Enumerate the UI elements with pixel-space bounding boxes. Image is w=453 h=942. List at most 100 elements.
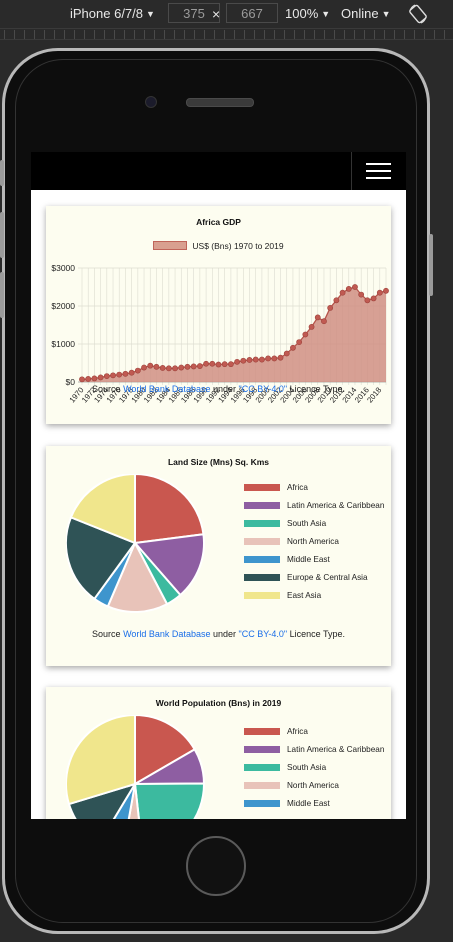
chart-legend[interactable]: US$ (Bns) 1970 to 2019 [46, 241, 391, 251]
speaker-grille [186, 98, 254, 107]
source-suffix: Licence Type. [287, 384, 345, 394]
legend-label: North America [287, 781, 339, 790]
legend-swatch [244, 800, 280, 807]
ruler-tick [294, 30, 295, 39]
ruler-tick [274, 30, 275, 39]
ruler-tick [304, 30, 305, 39]
source-text: Source World Bank Database under "CC BY-… [46, 629, 391, 639]
data-point [296, 339, 303, 345]
data-point [122, 370, 129, 377]
ruler-tick [224, 30, 225, 39]
ruler-tick [14, 30, 15, 39]
source-suffix: Licence Type. [287, 629, 345, 639]
data-point [116, 371, 123, 378]
license-link[interactable]: "CC BY-4.0" [238, 384, 288, 394]
data-point [79, 376, 85, 383]
data-point [85, 376, 92, 382]
zoom-selector[interactable]: 100% ▼ [285, 6, 330, 21]
ruler-tick [264, 30, 265, 39]
legend-swatch [244, 592, 280, 599]
ruler-tick [244, 30, 245, 39]
data-point [184, 363, 191, 370]
rotate-icon[interactable] [407, 3, 429, 25]
data-point [128, 369, 135, 376]
data-point [91, 375, 98, 382]
data-point [178, 364, 185, 371]
legend-label: North America [287, 537, 339, 546]
chart-title: Land Size (Mns) Sq. Kms [167, 457, 270, 467]
data-point [240, 357, 247, 364]
legend-label: Latin America & Caribbean [287, 501, 385, 510]
pie-slice [134, 474, 205, 545]
world-bank-link[interactable]: World Bank Database [123, 384, 211, 394]
data-point [259, 356, 265, 363]
y-tick-label: $1000 [51, 339, 75, 349]
license-link[interactable]: "CC BY-4.0" [238, 629, 288, 639]
home-button[interactable] [186, 836, 246, 896]
ruler-tick [174, 30, 175, 39]
ruler-tick [44, 30, 45, 39]
legend-label: Latin America & Caribbean [287, 745, 385, 754]
data-point [252, 356, 259, 363]
legend-swatch [244, 502, 280, 509]
data-point [376, 289, 383, 296]
world-bank-link[interactable]: World Bank Database [123, 629, 211, 639]
pie-slice [134, 715, 197, 786]
ruler-tick [24, 30, 25, 39]
pie-slice [133, 782, 205, 819]
data-point [203, 360, 209, 367]
legend-label: Africa [287, 727, 308, 736]
ruler-tick [114, 30, 115, 39]
camera-icon [145, 96, 157, 108]
dropdown-arrow-icon: ▼ [381, 9, 391, 19]
population-pie-chart [66, 715, 206, 819]
navbar [31, 152, 406, 190]
legend-swatch [244, 538, 280, 545]
data-point [221, 361, 228, 368]
data-point [358, 291, 365, 298]
zoom-label: 100% [285, 6, 319, 21]
data-point [227, 361, 234, 368]
data-point [271, 355, 278, 362]
data-point [345, 286, 352, 292]
data-point [364, 297, 371, 304]
pie-slice [133, 533, 205, 597]
data-point [246, 357, 253, 363]
ruler-tick [204, 30, 205, 39]
data-point [327, 305, 334, 311]
ruler-tick [234, 30, 235, 39]
data-point [290, 344, 296, 351]
data-point [383, 287, 389, 294]
phone-bezel [15, 59, 417, 923]
data-point [165, 365, 172, 372]
ruler-tick [104, 30, 105, 39]
ruler-tick [154, 30, 155, 39]
pie-slice [69, 474, 136, 545]
data-point [333, 297, 340, 304]
data-point [277, 354, 284, 361]
ruler-tick [84, 30, 85, 39]
ruler-tick [164, 30, 165, 39]
hamburger-menu-button[interactable] [351, 152, 406, 190]
width-input[interactable]: 375 [168, 3, 220, 23]
population-chart-card: World Population (Bns) in 2019 Africa Lat… [46, 687, 391, 819]
device-label: iPhone 6/7/8 [70, 6, 144, 21]
ruler-tick [404, 30, 405, 39]
power-button [429, 234, 433, 296]
chart-title: Africa GDP [196, 217, 241, 227]
data-point [110, 372, 116, 379]
data-point [134, 367, 141, 374]
data-point [103, 373, 110, 380]
phone-screen: Africa GDP US$ (Bns) 1970 to 2019 $0 $100… [31, 152, 406, 819]
ruler-tick [374, 30, 375, 39]
y-tick-label: $3000 [51, 263, 75, 273]
ruler-tick [414, 30, 415, 39]
height-input[interactable]: 667 [226, 3, 278, 23]
source-text: Source World Bank Database under "CC BY-… [46, 384, 391, 394]
legend-swatch [244, 556, 280, 563]
network-selector[interactable]: Online ▼ [341, 6, 391, 21]
menu-bar [366, 170, 391, 172]
legend-swatch [244, 764, 280, 771]
device-selector[interactable]: iPhone 6/7/8 ▼ [70, 6, 155, 21]
data-point [308, 324, 315, 330]
